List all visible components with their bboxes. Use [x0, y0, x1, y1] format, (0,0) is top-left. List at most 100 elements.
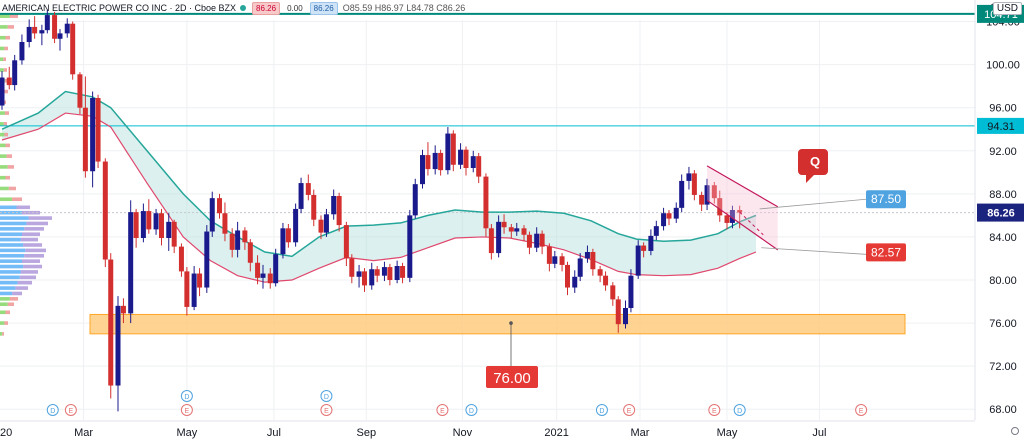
candle-body — [197, 273, 203, 288]
candle-body — [311, 194, 317, 220]
candle-body — [552, 256, 558, 264]
time-axis-tick-label: Mar — [74, 427, 93, 439]
volume-profile-bar — [5, 35, 10, 40]
candle-body — [273, 254, 279, 284]
volume-profile-bar — [0, 186, 9, 191]
volume-profile-bar — [0, 253, 25, 258]
volume-profile-bar — [0, 321, 5, 325]
volume-profile-bar — [17, 280, 32, 285]
candle-body — [70, 23, 76, 75]
currency-button[interactable]: USD — [992, 2, 1022, 15]
volume-profile-bar — [24, 253, 44, 258]
support-label-box — [486, 366, 538, 388]
candle-body — [32, 26, 38, 34]
candle-body — [724, 215, 730, 223]
volume-profile-bar — [4, 321, 8, 325]
dividend-marker-label: D — [324, 394, 329, 401]
dividend-marker-label: D — [737, 408, 742, 415]
candle-body — [432, 152, 438, 170]
volume-profile-bar — [20, 270, 38, 274]
candle-body — [260, 273, 266, 278]
volume-profile-bar — [0, 286, 16, 290]
candle-body — [737, 210, 743, 213]
earnings-marker-label: E — [324, 408, 329, 415]
bid-price[interactable]: 86.26 — [252, 1, 281, 15]
dividend-marker-label: D — [599, 408, 604, 415]
candle-body — [95, 98, 101, 162]
dividend-marker — [46, 404, 59, 416]
price-axis-tick-label: 92.00 — [989, 146, 1017, 158]
volume-profile-bar — [3, 68, 7, 72]
candle-body — [267, 273, 273, 284]
earnings-marker-label: E — [859, 408, 864, 415]
candle-body — [501, 221, 507, 228]
volume-profile-bar — [3, 100, 6, 105]
volume-profile-bar — [5, 175, 10, 180]
candle-body — [293, 208, 299, 243]
candle-body — [166, 221, 172, 238]
volume-profile-bar — [19, 275, 36, 280]
time-axis-tick-label: Sep — [357, 427, 377, 439]
candle-body — [400, 266, 406, 278]
volume-profile-bar — [0, 57, 4, 62]
volume-profile-bar — [0, 302, 8, 307]
candle-body — [26, 26, 32, 42]
volume-profile-bar — [0, 291, 13, 296]
candle-body — [153, 213, 159, 230]
channel-lower-line — [706, 199, 779, 251]
dividend-marker-label: D — [50, 408, 55, 415]
candle-body — [19, 42, 25, 61]
volume-profile-bar — [5, 143, 10, 148]
volume-profile-bar — [7, 302, 14, 307]
candle-body — [445, 133, 451, 171]
candle-body — [108, 259, 114, 386]
candle-body — [318, 219, 324, 233]
candle-body — [336, 196, 342, 226]
candle-body — [90, 98, 96, 172]
volume-profile-bar — [4, 89, 8, 94]
volume-profile-bar — [0, 243, 24, 247]
market-status-dot — [240, 5, 247, 11]
candle-body — [128, 212, 134, 314]
candle-body — [458, 149, 464, 165]
ask-price[interactable]: 86.26 — [309, 1, 338, 15]
candle-body — [603, 275, 609, 286]
volume-profile-bar — [12, 197, 22, 202]
callout-line — [759, 198, 867, 210]
earnings-marker — [623, 404, 636, 416]
volume-profile-bar — [9, 297, 18, 301]
candle-body — [102, 161, 108, 260]
candle-body — [184, 271, 190, 307]
candle-body — [679, 180, 685, 208]
candle-body — [280, 228, 286, 255]
candle-body — [178, 246, 184, 272]
candle-body — [521, 228, 527, 235]
candle-body — [349, 258, 355, 277]
callout-87-50-box — [866, 190, 906, 209]
callout-82-57-box — [866, 243, 906, 262]
volume-profile-bar — [0, 264, 24, 269]
price-axis-tick-label: 80.00 — [989, 275, 1017, 287]
price-tag-86-26-label: 86.26 — [987, 208, 1015, 220]
candle-body — [615, 299, 621, 325]
volume-profile-bar — [3, 57, 6, 62]
candle-body — [39, 30, 45, 34]
symbol-title[interactable]: AMERICAN ELECTRIC POWER CO INC · 2D · Cb… — [2, 3, 237, 13]
candle-body — [191, 273, 197, 307]
candle-body — [572, 276, 578, 288]
ohlc-readout: O85.59 H86.97 L84.78 C86.26 — [342, 3, 466, 13]
candle-body — [356, 271, 362, 277]
candle-body — [222, 213, 228, 234]
candle-body — [526, 234, 532, 248]
candle-body — [44, 15, 50, 31]
candle-body — [217, 198, 222, 214]
time-axis-tick-label: Jul — [812, 427, 826, 439]
candle-body — [235, 230, 241, 250]
earnings-marker-label: E — [69, 408, 74, 415]
price-tag-94-31-label: 94.31 — [987, 121, 1015, 133]
volume-profile-bar — [26, 221, 48, 226]
candle-body — [565, 264, 570, 288]
volume-profile-bar — [4, 111, 9, 115]
spread-value: 0.00 — [287, 3, 303, 13]
